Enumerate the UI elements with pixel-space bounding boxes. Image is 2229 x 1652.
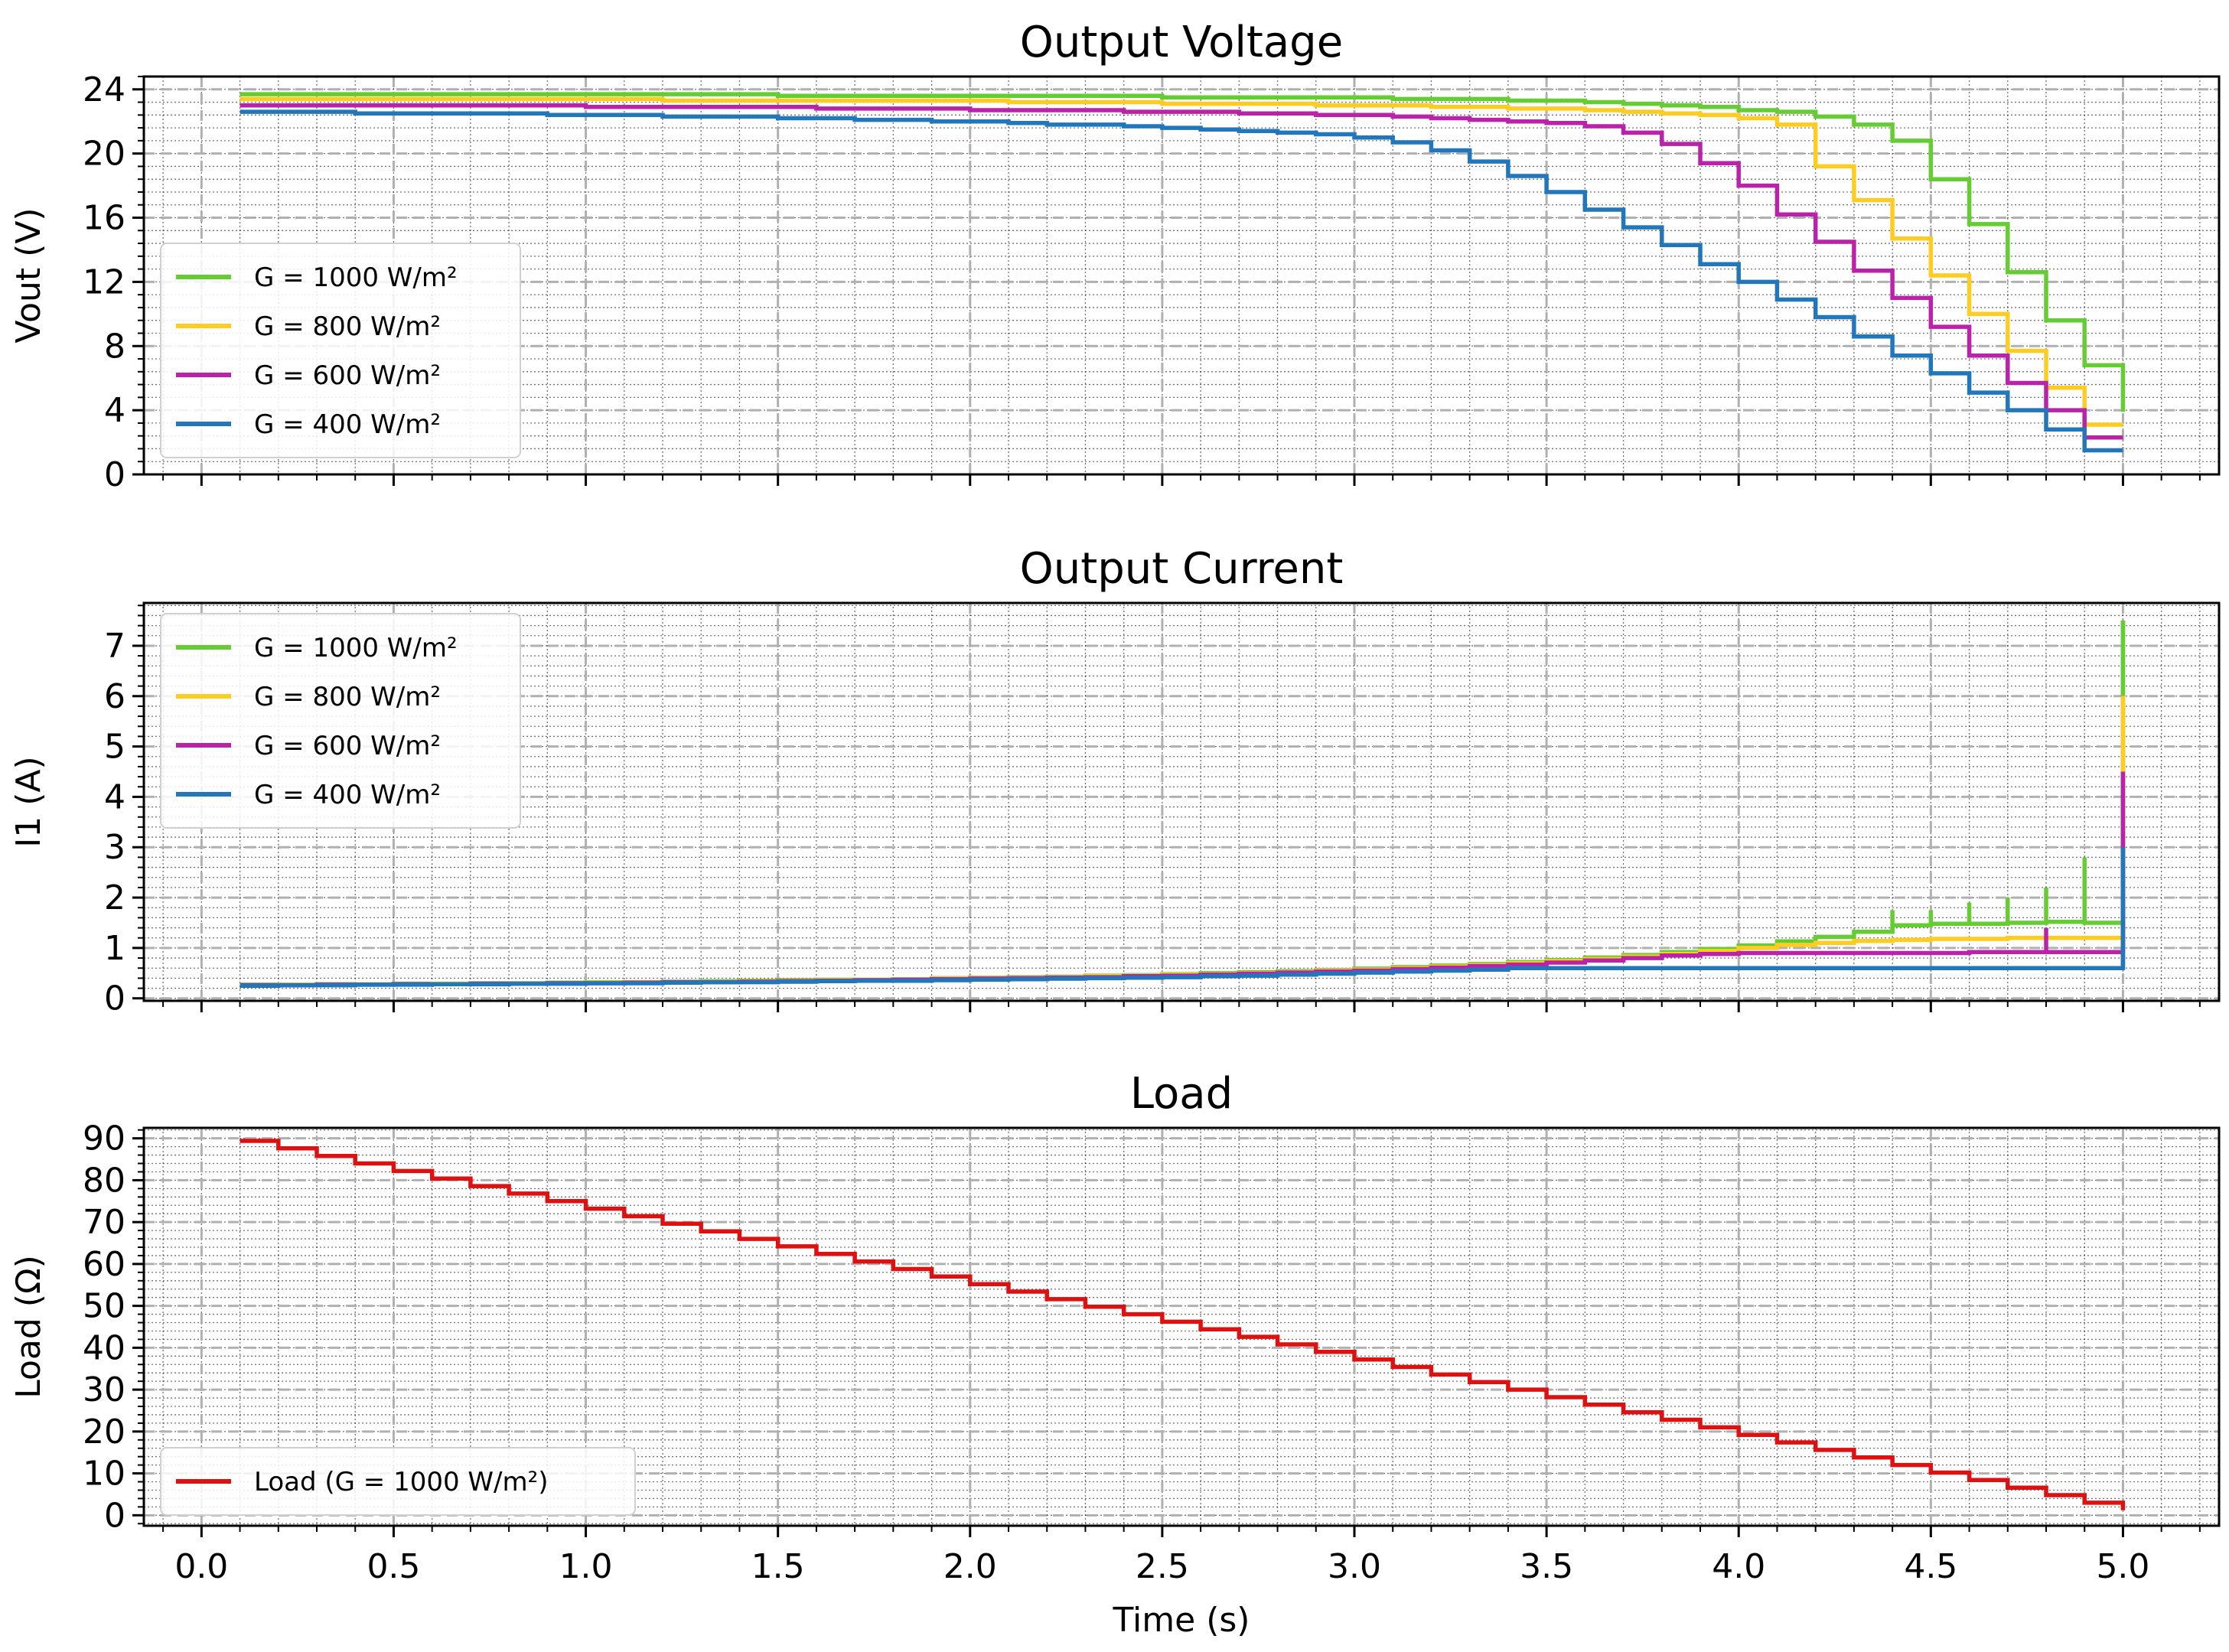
x-tick-label: 0.5: [367, 1547, 420, 1586]
series-group: [240, 1139, 2126, 1510]
axes-frame: [142, 75, 2221, 476]
y-tick-label: 0: [104, 455, 125, 494]
x-tick-label: 3.0: [1328, 1547, 1381, 1586]
y-tick-label: 7: [104, 627, 125, 666]
y-tick-label: 4: [104, 777, 125, 816]
y-tick-label: 8: [104, 327, 125, 366]
legend: G = 1000 W/m² G = 800 W/m² G = 600 W/m² G =…: [160, 243, 521, 458]
y-tick-label: 2: [104, 878, 125, 917]
legend-entry: G = 400 W/m²: [254, 409, 441, 440]
legend-box: [160, 613, 521, 829]
x-tick-label: 4.5: [1904, 1547, 1957, 1586]
y-tick-label: 4: [104, 391, 125, 430]
legend-entry: Load (G = 1000 W/m²): [254, 1467, 549, 1497]
y-tick-label: 60: [83, 1245, 125, 1284]
chart-title: Output Voltage: [1020, 18, 1343, 67]
legend-entry: G = 400 W/m²: [254, 780, 441, 810]
x-tick-label: 1.0: [559, 1547, 613, 1586]
legend-box: [160, 1447, 636, 1516]
panel-output-voltage: 0 4 8 12 16 20 24 Output Voltage Vout (V) G = 100…: [9, 18, 2221, 494]
x-tick-label: 0.0: [174, 1547, 228, 1586]
y-axis-label: I1 (A): [9, 756, 48, 847]
series-line-g-600-w-m: [240, 771, 2126, 988]
x-tick-label: 2.5: [1136, 1547, 1189, 1586]
y-tick-label: 80: [83, 1161, 125, 1200]
y-tick-label: 90: [83, 1119, 125, 1158]
y-tick-label: 1: [104, 929, 125, 968]
y-tick-label: 20: [83, 135, 125, 174]
axes-frame: [142, 601, 2221, 1002]
y-tick-label: 16: [83, 199, 125, 238]
x-tick-label: 5.0: [2096, 1547, 2149, 1586]
legend-entry: G = 1000 W/m²: [254, 633, 458, 663]
legend-entry: G = 1000 W/m²: [254, 262, 458, 293]
y-tick-label: 3: [104, 828, 125, 867]
chart-title: Load: [1130, 1069, 1233, 1119]
x-tick-label: 2.0: [943, 1547, 997, 1586]
series-line-g-800-w-m: [240, 696, 2126, 988]
y-tick-label: 12: [83, 262, 125, 301]
y-axis-label: Load (Ω): [9, 1255, 48, 1399]
series-line-load-g-1000-w-m: [240, 1139, 2126, 1510]
y-tick-label: 0: [104, 979, 125, 1018]
y-tick-label: 50: [83, 1287, 125, 1326]
series-line-g-600-w-m: [240, 103, 2123, 440]
series-group: [240, 621, 2126, 989]
x-tick-label: 4.0: [1712, 1547, 1765, 1586]
x-axis-label: Time (s): [1113, 1601, 1250, 1640]
y-tick-label: 24: [83, 70, 125, 109]
series-line-g-400-w-m: [240, 109, 2123, 453]
chart-title: Output Current: [1020, 544, 1344, 594]
series-line-g-1000-w-m: [240, 92, 2126, 412]
legend-entry: G = 600 W/m²: [254, 731, 441, 761]
y-tick-label: 6: [104, 677, 125, 716]
y-tick-label: 10: [83, 1455, 125, 1494]
legend-entry: G = 800 W/m²: [254, 682, 441, 712]
legend: Load (G = 1000 W/m²): [160, 1447, 636, 1516]
panel-output-current: 0 1 2 3 4 5 6 7 Output Current I1 (A) G = 1000 W/m…: [9, 544, 2221, 1018]
legend-entry: G = 600 W/m²: [254, 360, 441, 391]
series-line-g-400-w-m: [240, 847, 2126, 989]
legend: G = 1000 W/m² G = 800 W/m² G = 600 W/m² G =…: [160, 613, 521, 829]
y-axis-label: Vout (V): [9, 207, 48, 343]
x-tick-label: 3.5: [1520, 1547, 1573, 1586]
y-tick-label: 70: [83, 1203, 125, 1242]
y-tick-label: 30: [83, 1370, 125, 1409]
series-line-g-1000-w-m: [240, 621, 2126, 987]
y-tick-label: 5: [104, 728, 125, 767]
legend-box: [160, 243, 521, 458]
y-tick-label: 0: [104, 1496, 125, 1535]
series-line-g-800-w-m: [240, 96, 2123, 427]
y-tick-label: 40: [83, 1328, 125, 1367]
axes-frame: [142, 1126, 2221, 1527]
x-tick-label: 1.5: [751, 1547, 805, 1586]
legend-entry: G = 800 W/m²: [254, 311, 441, 342]
y-tick-label: 20: [83, 1413, 125, 1452]
series-group: [240, 92, 2126, 453]
